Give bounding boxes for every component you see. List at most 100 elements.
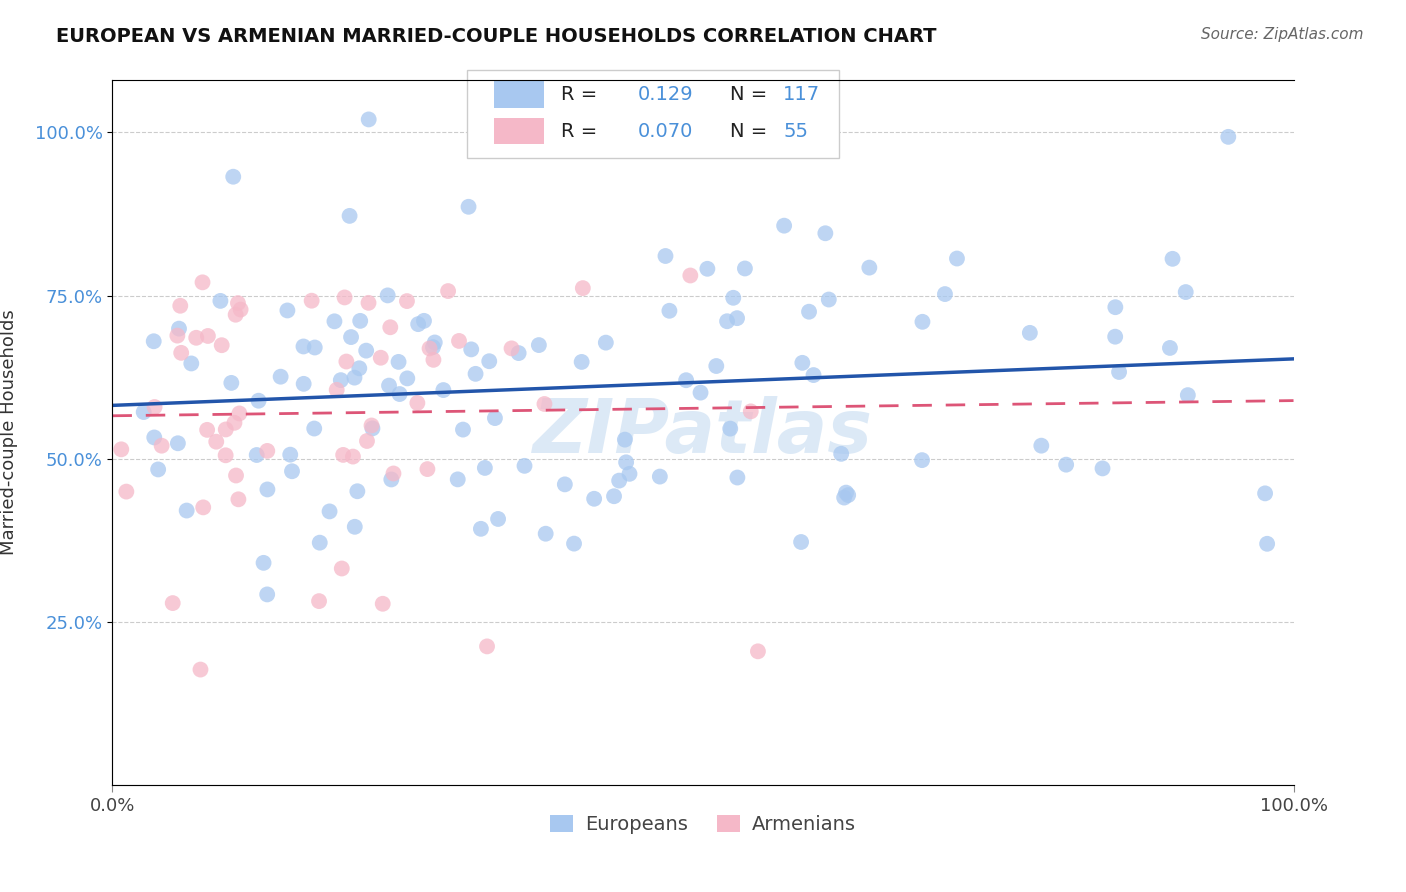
Point bbox=[911, 453, 934, 467]
Point bbox=[1254, 486, 1277, 500]
Point bbox=[333, 290, 356, 304]
Point bbox=[143, 430, 166, 444]
Point bbox=[169, 299, 191, 313]
Point bbox=[1218, 129, 1240, 144]
FancyBboxPatch shape bbox=[467, 70, 839, 158]
Point bbox=[716, 314, 738, 328]
Point bbox=[858, 260, 880, 275]
Point bbox=[554, 477, 576, 491]
Point bbox=[146, 462, 169, 476]
Point bbox=[226, 296, 249, 310]
Point bbox=[451, 423, 474, 437]
Point bbox=[416, 462, 439, 476]
Point bbox=[830, 447, 852, 461]
Point bbox=[1091, 461, 1114, 475]
Point bbox=[342, 450, 364, 464]
Point bbox=[301, 293, 323, 308]
Point bbox=[432, 383, 454, 397]
Point bbox=[292, 376, 315, 391]
Point bbox=[725, 311, 748, 326]
Point bbox=[195, 423, 218, 437]
Point bbox=[330, 561, 353, 575]
Text: 55: 55 bbox=[783, 121, 808, 141]
Text: 117: 117 bbox=[783, 85, 821, 103]
FancyBboxPatch shape bbox=[494, 118, 544, 145]
Point bbox=[278, 448, 301, 462]
Point bbox=[339, 209, 361, 223]
Point bbox=[934, 287, 956, 301]
Point bbox=[360, 418, 382, 433]
Text: N =: N = bbox=[730, 85, 773, 103]
Point bbox=[371, 597, 394, 611]
Point bbox=[361, 421, 384, 435]
Point bbox=[354, 343, 377, 358]
Point bbox=[1031, 439, 1053, 453]
Point bbox=[276, 303, 298, 318]
Point bbox=[406, 317, 429, 331]
Point bbox=[229, 302, 252, 317]
Point bbox=[484, 411, 506, 425]
Point bbox=[1159, 341, 1181, 355]
Point bbox=[534, 526, 557, 541]
Point bbox=[308, 535, 330, 549]
Point bbox=[675, 373, 697, 387]
Point bbox=[1161, 252, 1184, 266]
Point bbox=[613, 433, 636, 447]
Point bbox=[1177, 388, 1199, 402]
Point bbox=[513, 458, 536, 473]
Point bbox=[460, 343, 482, 357]
Point bbox=[318, 504, 340, 518]
Point bbox=[304, 341, 326, 355]
Point bbox=[422, 340, 444, 354]
Point bbox=[197, 329, 219, 343]
Point bbox=[380, 320, 402, 334]
Point bbox=[447, 472, 470, 486]
Point bbox=[256, 483, 278, 497]
Point bbox=[378, 378, 401, 392]
Point bbox=[437, 284, 460, 298]
Point bbox=[150, 439, 173, 453]
Point bbox=[533, 397, 555, 411]
Point bbox=[170, 346, 193, 360]
Point bbox=[1108, 365, 1130, 379]
Point bbox=[346, 484, 368, 499]
Point bbox=[132, 405, 155, 419]
Point bbox=[837, 488, 859, 502]
Point bbox=[447, 334, 470, 348]
Point bbox=[143, 400, 166, 414]
Point bbox=[380, 473, 402, 487]
Point bbox=[215, 422, 238, 436]
Point bbox=[464, 367, 486, 381]
Point bbox=[478, 354, 501, 368]
Point bbox=[562, 536, 585, 550]
Point bbox=[718, 422, 741, 436]
Point bbox=[572, 281, 595, 295]
Point bbox=[256, 444, 278, 458]
Point bbox=[817, 293, 839, 307]
Point bbox=[1174, 285, 1197, 299]
Point bbox=[167, 436, 190, 450]
Point bbox=[329, 373, 352, 387]
Point bbox=[946, 252, 969, 266]
Point bbox=[475, 640, 498, 654]
Point bbox=[422, 352, 444, 367]
Point bbox=[723, 291, 745, 305]
Point bbox=[357, 112, 380, 127]
Point bbox=[658, 303, 681, 318]
Point bbox=[115, 484, 138, 499]
Point bbox=[1104, 329, 1126, 343]
Point bbox=[395, 294, 418, 309]
Point bbox=[583, 491, 606, 506]
Point bbox=[1104, 300, 1126, 314]
Point bbox=[221, 376, 243, 390]
Point bbox=[247, 393, 270, 408]
Point bbox=[335, 354, 357, 368]
Point bbox=[281, 464, 304, 478]
Point bbox=[747, 644, 769, 658]
Point bbox=[1054, 458, 1077, 472]
Point bbox=[790, 535, 813, 549]
Point bbox=[205, 434, 228, 449]
Point bbox=[167, 321, 190, 335]
Point bbox=[343, 370, 366, 384]
Point bbox=[696, 261, 718, 276]
